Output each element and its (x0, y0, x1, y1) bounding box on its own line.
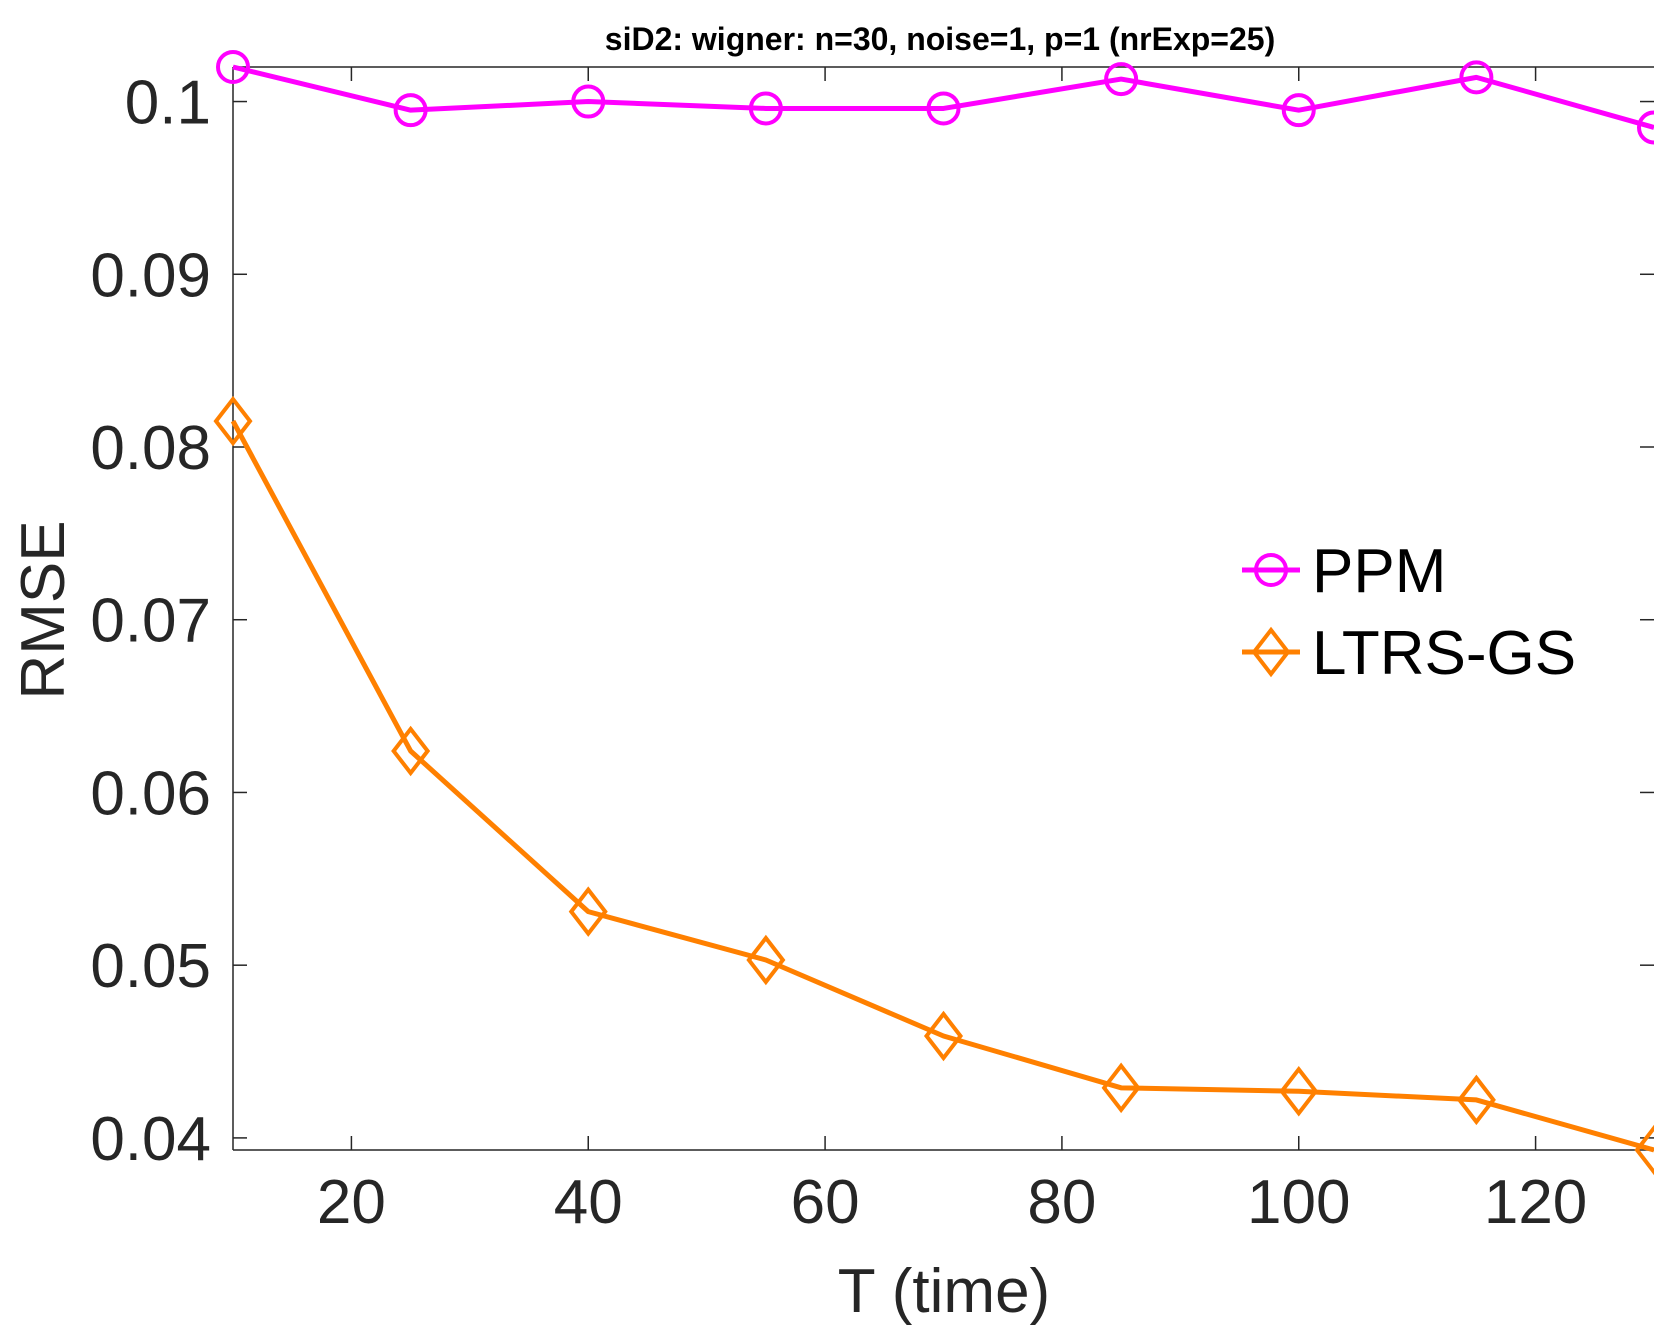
data-point-ppm (1104, 62, 1139, 97)
legend: PPM LTRS-GS (1242, 537, 1576, 688)
legend-marker-ppm (1254, 553, 1288, 587)
data-point-ltrs-gs (391, 725, 431, 777)
data-point-ppm (571, 84, 606, 119)
chart-title: siD2: wigner: n=30, noise=1, p=1 (nrExp=… (605, 21, 1275, 57)
legend-label-ltrs-gs: LTRS-GS (1312, 619, 1576, 688)
data-point-ltrs-gs (213, 395, 253, 447)
y-tick-label: 0.1 (125, 69, 211, 138)
y-tick-label: 0.09 (90, 241, 211, 310)
x-tick-label: 60 (791, 1168, 860, 1237)
series-line-ltrs-gs (230, 419, 1654, 1153)
y-axis-label: RMSE (9, 520, 78, 699)
legend-item-ppm: PPM (1242, 537, 1446, 606)
series-line-ppm (232, 64, 1654, 130)
x-tick-label: 100 (1247, 1168, 1350, 1237)
legend-label-ppm: PPM (1312, 537, 1446, 606)
data-point-ltrs-gs (1279, 1065, 1319, 1117)
data-point-ppm (1281, 93, 1316, 128)
data-point-ltrs-gs (923, 1010, 964, 1062)
x-tick-label: 80 (1027, 1168, 1096, 1237)
y-tick-label: 0.06 (90, 759, 211, 828)
data-point-ltrs-gs (1101, 1062, 1141, 1114)
x-axis: 20 40 60 80 100 120 (317, 67, 1587, 1237)
x-tick-label: 40 (554, 1168, 623, 1237)
y-tick-label: 0.08 (90, 414, 211, 483)
legend-item-ltrs-gs: LTRS-GS (1242, 619, 1576, 688)
x-tick-label: 120 (1484, 1168, 1587, 1237)
data-point-ltrs-gs (568, 886, 608, 937)
y-tick-label: 0.04 (90, 1105, 211, 1174)
series-ppm (216, 50, 1654, 145)
data-point-ppm (748, 91, 783, 126)
legend-marker-ltrs-gs (1251, 626, 1291, 678)
plot-area (213, 50, 1654, 1176)
data-point-ppm (216, 50, 250, 84)
data-point-ltrs-gs (1456, 1074, 1496, 1126)
x-axis-label: T (time) (838, 1257, 1050, 1326)
data-point-ppm (1459, 60, 1494, 95)
data-point-ltrs-gs (1634, 1124, 1654, 1176)
data-point-ppm (1637, 110, 1654, 145)
x-tick-label: 20 (317, 1168, 386, 1237)
data-point-ppm (393, 93, 428, 128)
axes-frame (232, 66, 1654, 1151)
data-point-ltrs-gs (746, 934, 786, 986)
series-ltrs-gs (213, 395, 1654, 1176)
y-axis: 0.04 0.05 0.06 0.07 0.08 0.09 0.1 (90, 69, 1654, 1174)
y-tick-label: 0.05 (90, 932, 211, 1001)
y-tick-label: 0.07 (90, 587, 211, 656)
data-point-ppm (926, 91, 961, 126)
